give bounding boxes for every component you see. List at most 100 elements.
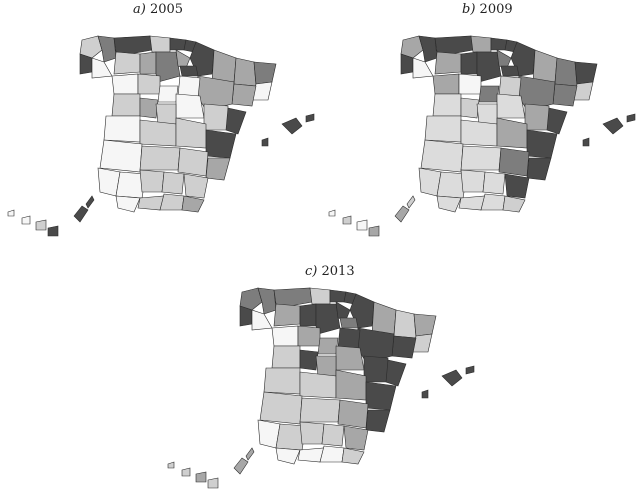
province-asturias	[434, 35, 474, 55]
province-ibiza	[261, 137, 269, 147]
province-valencia	[365, 381, 397, 411]
province-canary2	[342, 215, 352, 225]
panel-title-2013: c) 2013	[305, 264, 355, 279]
province-avila	[139, 97, 159, 119]
province-cantabria	[309, 287, 331, 305]
province-almeria	[341, 447, 365, 465]
province-caceres	[263, 367, 301, 395]
province-castellon	[385, 359, 407, 387]
province-toledo	[460, 119, 498, 147]
province-ibiza	[582, 137, 590, 147]
province-valencia	[205, 129, 237, 159]
panel-year: 2005	[149, 2, 184, 17]
province-rioja	[179, 65, 199, 77]
province-madrid	[476, 103, 498, 125]
province-salamanca	[111, 93, 141, 117]
panel-title-2009: b) 2009	[462, 2, 513, 17]
province-canary4	[47, 225, 59, 237]
province-toledo	[139, 119, 177, 147]
panel-letter: a)	[133, 2, 146, 17]
province-palencia	[299, 303, 317, 327]
panel-year: 2013	[321, 264, 355, 279]
province-salamanca	[271, 345, 301, 369]
province-lerida	[233, 57, 257, 87]
province-group	[328, 35, 636, 237]
province-tarragona	[552, 83, 578, 107]
province-tarragona	[231, 83, 257, 107]
province-jaen	[321, 423, 345, 447]
province-cadiz	[436, 195, 462, 213]
province-madrid	[155, 103, 177, 125]
province-leon	[273, 303, 301, 327]
province-caceres	[424, 115, 462, 143]
province-lugo	[418, 35, 438, 63]
province-orense	[91, 57, 113, 79]
province-burgos	[155, 51, 181, 83]
province-murcia	[183, 173, 209, 199]
province-burgos	[476, 51, 502, 83]
province-granada	[319, 445, 345, 463]
province-canary5	[233, 457, 249, 475]
province-canary6	[406, 195, 416, 209]
province-guadalajara	[175, 93, 205, 119]
province-canary6	[85, 195, 95, 209]
province-lugo	[257, 287, 277, 315]
province-asturias	[113, 35, 153, 55]
province-malaga	[297, 447, 325, 463]
province-cordoba	[460, 169, 486, 193]
province-orense	[251, 309, 273, 331]
province-albacete	[177, 147, 209, 177]
province-castellon	[546, 107, 568, 135]
province-zamora	[271, 325, 299, 347]
province-valladolid	[297, 325, 321, 347]
province-murcia	[343, 425, 369, 451]
province-lugo	[97, 35, 117, 63]
province-canary3	[356, 219, 368, 231]
province-huesca	[532, 49, 558, 83]
province-vizcaya	[490, 37, 508, 51]
province-alicante	[526, 157, 552, 181]
province-canary4	[368, 225, 380, 237]
spain-province-map-2013	[167, 287, 475, 489]
province-cadiz	[115, 195, 141, 213]
province-cuenca	[335, 369, 367, 401]
province-canary5	[73, 205, 89, 223]
province-canary3	[35, 219, 47, 231]
province-malaga	[458, 195, 486, 211]
province-vizcaya	[169, 37, 187, 51]
panel-letter: c)	[305, 264, 318, 279]
panel-year: 2009	[479, 2, 513, 17]
province-coruna	[400, 35, 424, 59]
province-madrid	[315, 355, 337, 377]
province-albacete	[498, 147, 530, 177]
province-guadalajara	[335, 345, 365, 371]
province-ciudadreal	[299, 397, 341, 423]
province-coruna	[79, 35, 103, 59]
province-jaen	[161, 171, 185, 195]
province-alava	[496, 49, 512, 69]
province-cordoba	[299, 421, 325, 445]
province-guadalajara	[496, 93, 526, 119]
province-gerona	[574, 61, 598, 85]
province-lerida	[554, 57, 578, 87]
province-orense	[412, 57, 434, 79]
province-canary2	[181, 467, 191, 477]
province-canary1	[328, 209, 336, 217]
province-zamora	[432, 73, 460, 95]
province-valencia	[526, 129, 558, 159]
province-albacete	[337, 399, 369, 429]
province-almeria	[502, 195, 526, 213]
province-canary3	[195, 471, 207, 483]
province-mallorca	[281, 117, 303, 135]
province-menorca	[465, 365, 475, 375]
province-cantabria	[149, 35, 171, 53]
province-palencia	[460, 51, 478, 75]
province-jaen	[482, 171, 506, 195]
province-granada	[480, 193, 506, 211]
province-almeria	[181, 195, 205, 213]
spain-province-map-2009	[328, 35, 636, 237]
map-panel-2005: a) 2005	[0, 0, 321, 250]
province-cadiz	[275, 447, 301, 465]
province-canary5	[394, 205, 410, 223]
province-avila	[460, 97, 480, 119]
